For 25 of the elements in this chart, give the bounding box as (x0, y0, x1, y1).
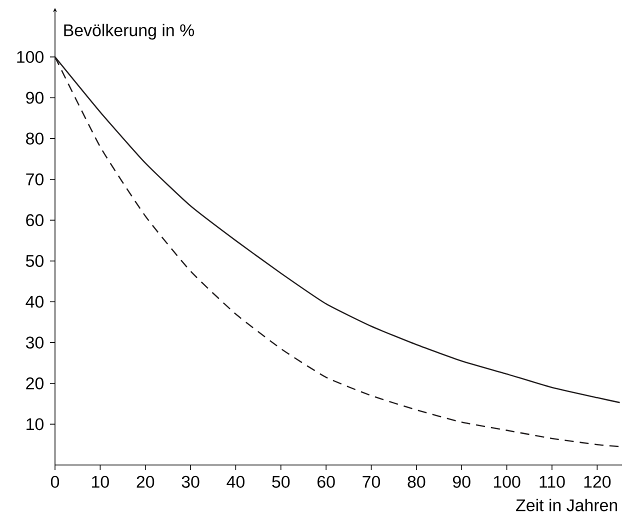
y-tick-label: 10 (26, 418, 44, 430)
x-tick-label: 120 (584, 476, 611, 488)
x-tick-label: 100 (494, 476, 520, 488)
y-tick-label: 80 (26, 132, 44, 145)
x-tick-label: 50 (272, 476, 290, 488)
x-tick-label: 10 (92, 476, 109, 488)
x-tick-label: 40 (226, 476, 244, 488)
x-tick-label: 0 (50, 476, 60, 488)
y-tick-label: 50 (26, 254, 44, 267)
x-tick-label: 80 (408, 476, 426, 488)
x-tick-label: 20 (136, 476, 154, 488)
y-tick-label: 90 (26, 92, 44, 104)
y-tick-label: 60 (26, 214, 44, 226)
y-tick-label: 20 (26, 377, 44, 390)
y-tick-label: 40 (26, 296, 44, 308)
y-tick-label: 30 (26, 336, 44, 349)
x-tick-label: 30 (182, 476, 200, 488)
x-tick-label: 70 (362, 476, 380, 488)
x-axis-title: Zeit in Jahren (516, 498, 618, 512)
x-tick-label: 110 (540, 476, 565, 488)
y-axis-title: Bevölkerung in % (64, 24, 194, 40)
y-tick-label: 100 (17, 50, 44, 63)
x-tick-label: 90 (452, 476, 470, 488)
x-tick-label: 60 (318, 476, 335, 488)
y-tick-label: 70 (26, 173, 44, 186)
